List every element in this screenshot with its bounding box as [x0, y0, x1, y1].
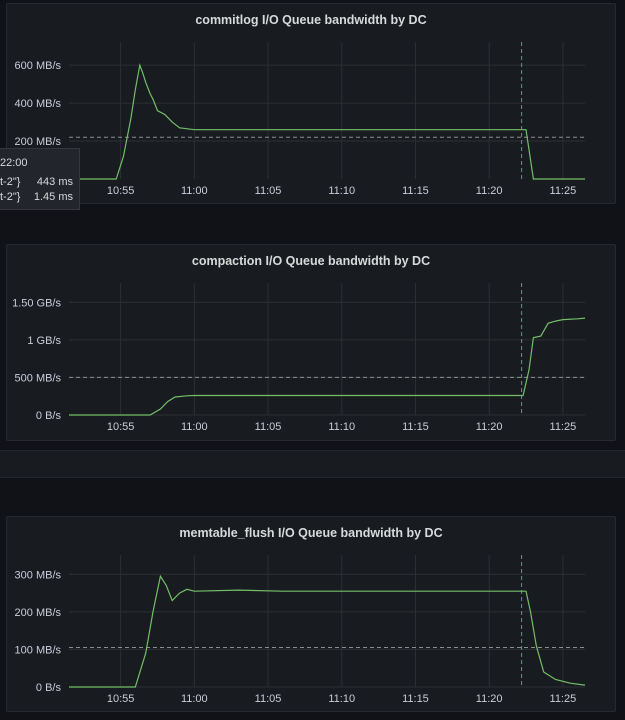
series-line — [69, 317, 586, 416]
collapsed-row-strip — [0, 450, 625, 478]
y-tick-label: 0 B/s — [36, 682, 62, 694]
x-tick-label: 10:55 — [107, 185, 135, 197]
x-tick-label: 11:15 — [402, 421, 429, 433]
tooltip-series-label: t-2"} — [0, 191, 21, 203]
x-tick-label: 11:00 — [181, 185, 208, 197]
tooltip-row: t-2"} 1.45 ms — [0, 191, 79, 205]
x-tick-label: 11:20 — [476, 421, 503, 433]
x-tick-label: 11:25 — [550, 185, 577, 197]
tooltip-time: 22:00 — [0, 157, 28, 169]
x-tick-label: 11:05 — [255, 421, 282, 433]
series-line — [69, 574, 586, 688]
y-tick-label: 1.50 GB/s — [12, 297, 61, 309]
x-tick-label: 11:25 — [550, 693, 577, 705]
y-tick-label: 1 GB/s — [27, 335, 61, 347]
compaction-chart[interactable]: 0 B/s 500 MB/s 1 GB/s 1.50 GB/s 10:55 11:00 11… — [7, 245, 615, 440]
panel-title: compaction I/O Queue bandwidth by DC — [191, 254, 431, 268]
tooltip-series-value: 443 ms — [36, 176, 73, 188]
x-tick-label: 11:20 — [476, 693, 503, 705]
tooltip-row: t-2"} 443 ms — [0, 176, 79, 190]
commitlog-panel[interactable]: commitlog I/O Queue bandwidth by DC 200 … — [6, 3, 616, 204]
x-tick-label: 11:00 — [181, 421, 208, 433]
x-tick-label: 11:05 — [255, 185, 282, 197]
x-tick-label: 11:10 — [328, 185, 355, 197]
y-tick-label: 300 MB/s — [15, 569, 62, 581]
x-tick-label: 11:00 — [181, 693, 208, 705]
memtable-flush-panel[interactable]: memtable_flush I/O Queue bandwidth by DC… — [6, 516, 616, 712]
x-tick-label: 11:15 — [402, 185, 429, 197]
y-tick-label: 200 MB/s — [15, 136, 62, 148]
x-tick-label: 11:05 — [255, 693, 282, 705]
panel-title: memtable_flush I/O Queue bandwidth by DC — [179, 526, 443, 540]
x-tick-label: 11:15 — [402, 693, 429, 705]
compaction-panel[interactable]: compaction I/O Queue bandwidth by DC 0 B… — [6, 244, 616, 441]
x-tick-label: 10:55 — [107, 421, 135, 433]
x-tick-label: 10:55 — [107, 693, 135, 705]
tooltip-series-label: t-2"} — [0, 176, 21, 188]
x-tick-label: 11:20 — [476, 185, 503, 197]
y-tick-label: 600 MB/s — [15, 60, 62, 72]
memtable-flush-chart[interactable]: 0 B/s 100 MB/s 200 MB/s 300 MB/s 10:55 11:00 1… — [7, 517, 615, 711]
series-line — [69, 62, 585, 180]
y-tick-label: 500 MB/s — [15, 372, 62, 384]
hover-tooltip: 22:00 t-2"} 443 ms t-2"} 1.45 ms — [0, 148, 80, 210]
x-tick-label: 11:25 — [550, 421, 577, 433]
panel-title: commitlog I/O Queue bandwidth by DC — [195, 13, 427, 27]
commitlog-chart[interactable]: 200 MB/s 400 MB/s 600 MB/s 10:55 11:00 11:05 1… — [7, 4, 615, 203]
x-tick-label: 11:10 — [328, 421, 355, 433]
y-tick-label: 200 MB/s — [15, 607, 62, 619]
y-tick-label: 400 MB/s — [15, 98, 62, 110]
y-tick-label: 100 MB/s — [15, 644, 62, 656]
y-tick-label: 0 B/s — [36, 410, 62, 422]
tooltip-series-value: 1.45 ms — [33, 191, 73, 203]
x-tick-label: 11:10 — [328, 693, 355, 705]
